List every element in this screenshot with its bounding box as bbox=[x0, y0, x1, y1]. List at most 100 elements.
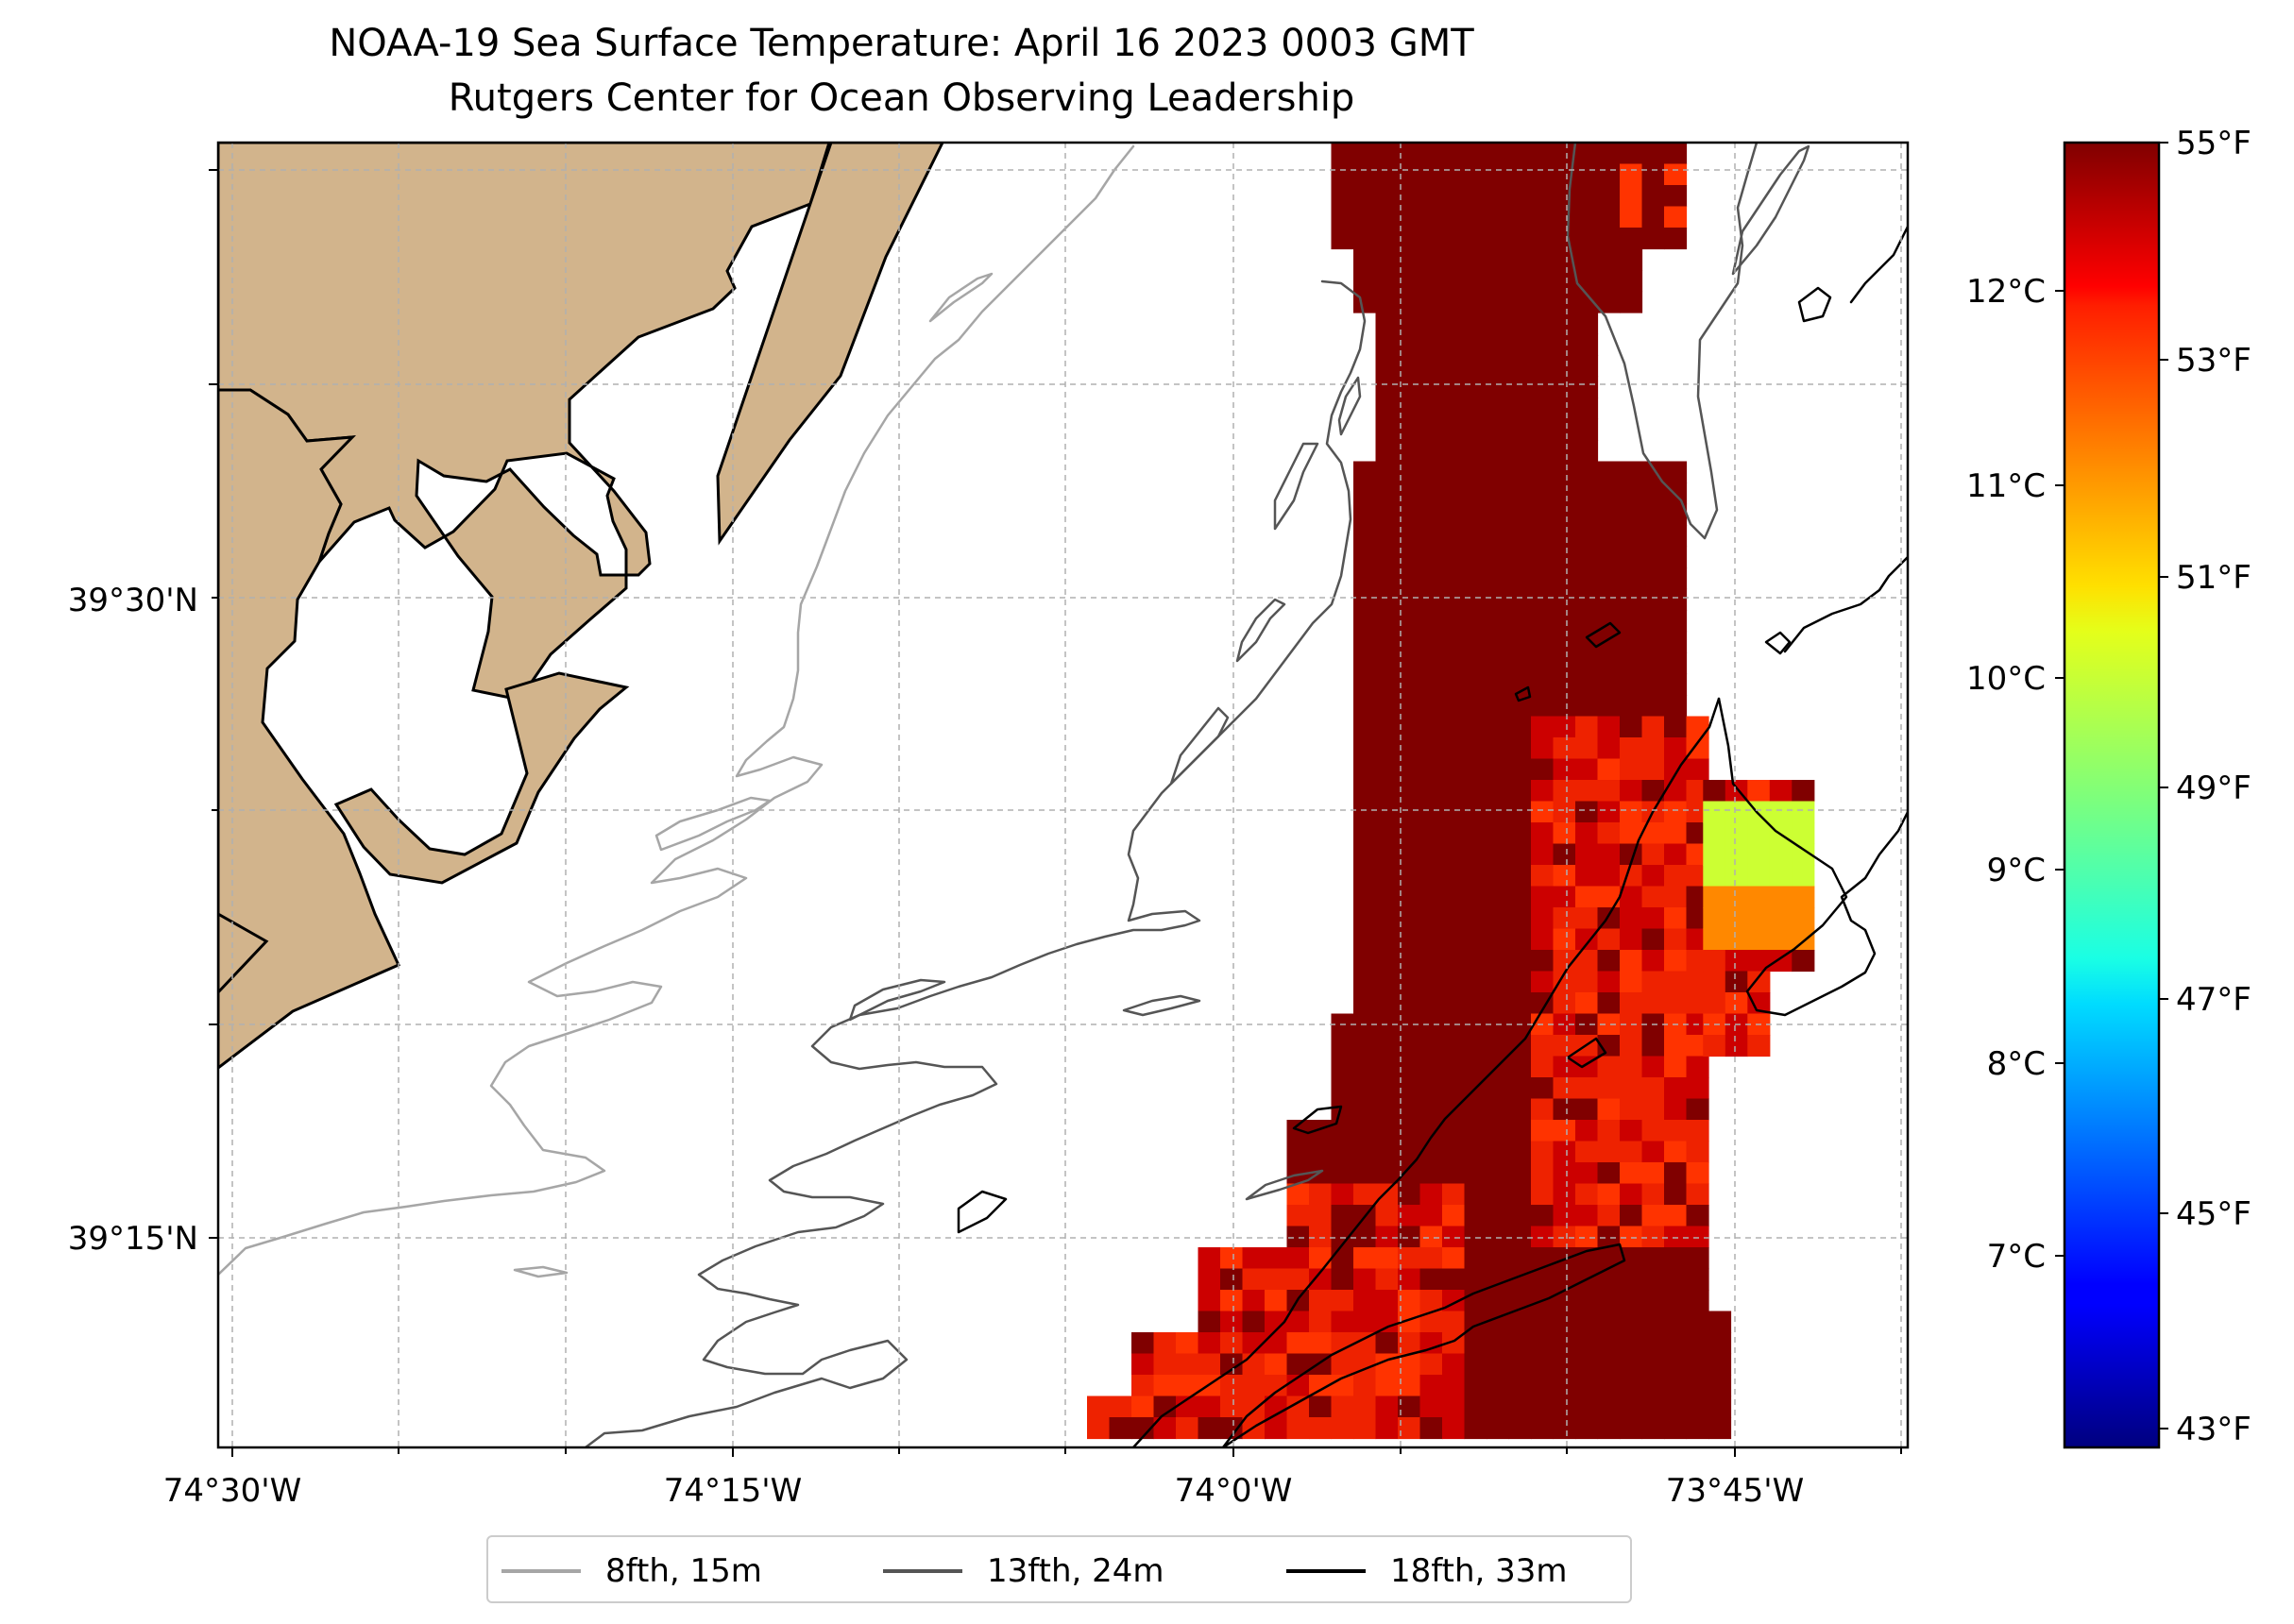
sst-cell bbox=[1464, 1332, 1487, 1355]
sst-cell bbox=[1419, 716, 1443, 738]
sst-cell bbox=[1597, 1226, 1621, 1248]
sst-cell bbox=[1087, 1417, 1111, 1440]
sst-cell bbox=[1353, 1311, 1377, 1333]
sst-cell bbox=[1464, 440, 1487, 463]
sst-cell bbox=[1620, 525, 1643, 548]
sst-cell bbox=[1641, 1098, 1665, 1121]
sst-cell bbox=[1725, 950, 1748, 973]
sst-cell bbox=[1725, 992, 1748, 1015]
sst-cell bbox=[1487, 1183, 1510, 1206]
sst-cell bbox=[1531, 440, 1555, 463]
sst-cell bbox=[1375, 1120, 1399, 1142]
sst-cell bbox=[1265, 1417, 1288, 1440]
sst-cell bbox=[1664, 1120, 1688, 1142]
sst-cell bbox=[1620, 185, 1643, 208]
sst-cell bbox=[1398, 440, 1421, 463]
sst-cell bbox=[1242, 1353, 1266, 1376]
sst-cell bbox=[1331, 143, 1354, 165]
sst-cell bbox=[1620, 1417, 1643, 1440]
sst-cell bbox=[1419, 440, 1443, 463]
sst-cell bbox=[1353, 652, 1377, 675]
sst-cell bbox=[1375, 418, 1399, 441]
sst-cell bbox=[1664, 1353, 1688, 1376]
sst-cell bbox=[1575, 1290, 1599, 1312]
sst-cell bbox=[1309, 1247, 1333, 1270]
sst-cell bbox=[1331, 1396, 1354, 1418]
sst-cell bbox=[1575, 886, 1599, 908]
sst-cell bbox=[1464, 1183, 1487, 1206]
sst-cell bbox=[1664, 546, 1688, 568]
sst-cell bbox=[1464, 801, 1487, 823]
sst-cell bbox=[1353, 631, 1377, 653]
sst-cell bbox=[1664, 631, 1688, 653]
sst-cell bbox=[1531, 1183, 1555, 1206]
sst-cell bbox=[1641, 1035, 1665, 1057]
sst-cell bbox=[1531, 610, 1555, 633]
sst-cell bbox=[1419, 313, 1443, 335]
sst-cell bbox=[1575, 143, 1599, 165]
sst-cell bbox=[1553, 907, 1576, 930]
sst-cell bbox=[1664, 950, 1688, 973]
sst-cell bbox=[1464, 907, 1487, 930]
sst-cell bbox=[1220, 1396, 1244, 1418]
sst-cell bbox=[1575, 1183, 1599, 1206]
sst-cell bbox=[1531, 398, 1555, 420]
sst-cell bbox=[1419, 780, 1443, 803]
sst-cell bbox=[1597, 228, 1621, 250]
sst-cell bbox=[1508, 971, 1532, 993]
sst-cell bbox=[1575, 1013, 1599, 1036]
sst-cell bbox=[1398, 652, 1421, 675]
sst-cell bbox=[1487, 1332, 1510, 1355]
sst-cell bbox=[1442, 780, 1466, 803]
sst-cell bbox=[1575, 992, 1599, 1015]
sst-cell bbox=[1398, 228, 1421, 250]
sst-cell bbox=[1620, 695, 1643, 718]
sst-cell bbox=[1487, 270, 1510, 293]
sst-cell bbox=[1309, 1375, 1333, 1397]
sst-cell bbox=[1198, 1353, 1221, 1376]
sst-cell bbox=[1176, 1396, 1199, 1418]
sst-cell bbox=[1508, 588, 1532, 611]
sst-cell bbox=[1664, 992, 1688, 1015]
sst-cell bbox=[1686, 1056, 1709, 1078]
sst-cell bbox=[1464, 163, 1487, 186]
sst-cell bbox=[1442, 313, 1466, 335]
sst-cell bbox=[1508, 758, 1532, 781]
sst-cell bbox=[1664, 1183, 1688, 1206]
sst-cell bbox=[1641, 1247, 1665, 1270]
sst-cell bbox=[1309, 1290, 1333, 1312]
sst-cell bbox=[1464, 398, 1487, 420]
sst-cell bbox=[1442, 695, 1466, 718]
sst-cell bbox=[1487, 482, 1510, 505]
sst-cell bbox=[1487, 780, 1510, 803]
sst-cell bbox=[1620, 206, 1643, 228]
contour-33m-island-e bbox=[1514, 685, 1532, 702]
sst-cell bbox=[1553, 673, 1576, 696]
sst-cell bbox=[1508, 886, 1532, 908]
sst-cell bbox=[1553, 525, 1576, 548]
sst-cell bbox=[1286, 1247, 1310, 1270]
sst-cell bbox=[1620, 228, 1643, 250]
sst-cell bbox=[1597, 1098, 1621, 1121]
contour-33m bbox=[1131, 697, 1721, 1447]
sst-cell bbox=[1620, 1290, 1643, 1312]
sst-cell bbox=[1553, 1035, 1576, 1057]
sst-cell bbox=[1442, 1056, 1466, 1078]
sst-cell bbox=[1464, 1226, 1487, 1248]
sst-cell bbox=[1553, 716, 1576, 738]
sst-cell bbox=[1508, 1332, 1532, 1355]
sst-cell bbox=[1553, 333, 1576, 356]
sst-cell bbox=[1375, 143, 1399, 165]
sst-cell bbox=[1531, 971, 1555, 993]
sst-cell bbox=[1464, 673, 1487, 696]
sst-cell bbox=[1464, 567, 1487, 590]
sst-cell bbox=[1220, 1417, 1244, 1440]
sst-cell bbox=[1620, 1396, 1643, 1418]
sst-cell bbox=[1442, 1268, 1466, 1291]
sst-cell bbox=[1597, 163, 1621, 186]
sst-cell bbox=[1664, 1396, 1688, 1418]
sst-cell bbox=[1597, 270, 1621, 293]
sst-cell bbox=[1398, 1013, 1421, 1036]
sst-cell bbox=[1686, 1417, 1709, 1440]
